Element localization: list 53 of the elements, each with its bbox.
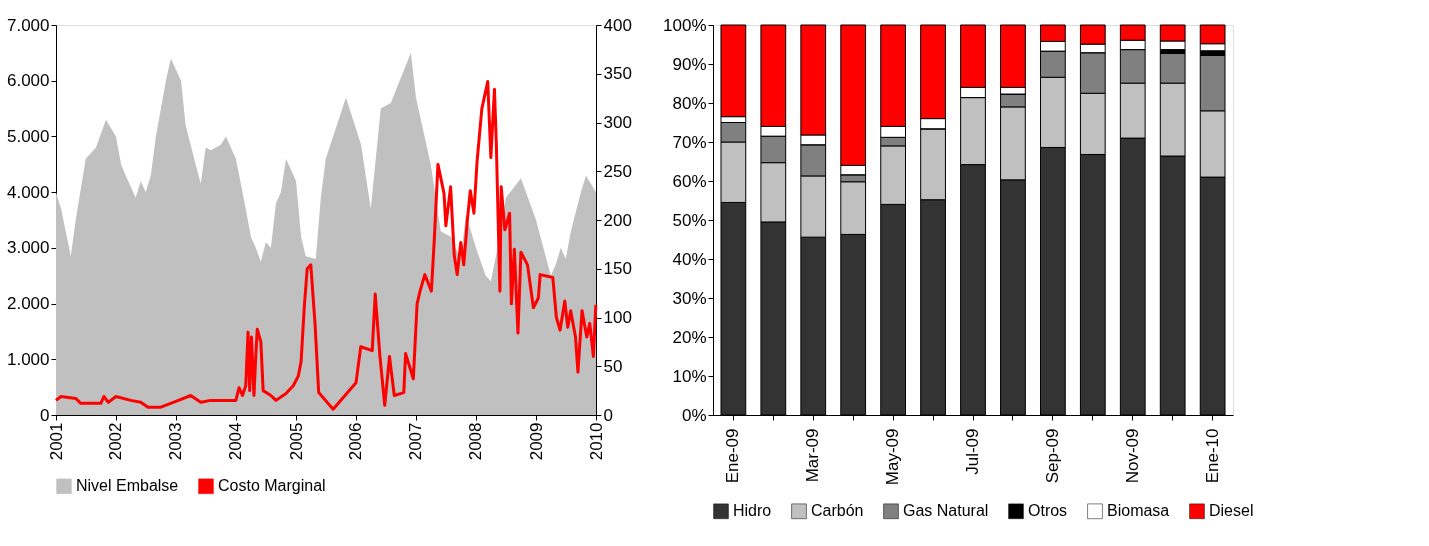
- x-tick-label: 2003: [166, 422, 186, 461]
- y-tick-label: 10%: [672, 366, 707, 386]
- legend-label: Nivel Embalse: [76, 477, 179, 495]
- x-tick-label: 2001: [46, 422, 66, 461]
- x-tick-label: Ene-10: [1202, 428, 1222, 484]
- y-tick-label: 4.000: [6, 182, 50, 202]
- y2-tick-label: 200: [603, 210, 632, 230]
- y2-tick-label: 300: [603, 113, 632, 132]
- x-tick-label: 2007: [406, 422, 426, 461]
- y-tick-label: 5.000: [6, 126, 50, 146]
- x-tick-label: 2010: [586, 422, 606, 461]
- y-tick-label: 3.000: [6, 238, 50, 258]
- y2-tick-label: 400: [603, 15, 632, 35]
- y2-tick-label: 100: [603, 308, 632, 327]
- y-tick-label: 0%: [681, 405, 707, 425]
- legend-label: Gas Natural: [903, 502, 989, 520]
- y-tick-label: 2.000: [6, 294, 50, 314]
- x-tick-label: Mar-09: [803, 428, 823, 483]
- x-tick-label: Nov-09: [1122, 428, 1142, 484]
- legend-label: Hidro: [733, 502, 772, 520]
- legend-label: Diesel: [1209, 502, 1254, 520]
- y-tick-label: 20%: [672, 327, 707, 347]
- y-tick-label: 6.000: [6, 71, 50, 91]
- y-tick-label: 40%: [672, 249, 707, 269]
- x-tick-label: May-09: [883, 428, 903, 486]
- y-tick-label: 70%: [672, 132, 707, 152]
- x-tick-label: Ene-09: [723, 428, 743, 484]
- y2-tick-label: 50: [603, 356, 623, 376]
- legend-label: Carbón: [811, 502, 864, 520]
- y2-tick-label: 250: [603, 161, 632, 181]
- x-tick-label: 2006: [346, 422, 366, 461]
- y-tick-label: 100%: [663, 15, 707, 35]
- x-tick-label: Jul-09: [963, 428, 982, 475]
- y-tick-label: 80%: [672, 93, 707, 113]
- y-tick-label: 7.000: [6, 15, 50, 35]
- x-tick-label: 2005: [286, 422, 306, 461]
- y-tick-label: 90%: [672, 54, 707, 74]
- y2-tick-label: 150: [603, 259, 632, 279]
- legend-label: Otros: [1028, 502, 1068, 520]
- x-tick-label: 2008: [466, 422, 486, 461]
- x-tick-label: Sep-09: [1042, 428, 1062, 484]
- y-tick-label: 30%: [672, 288, 707, 308]
- y-tick-label: 1.000: [6, 349, 50, 369]
- legend-label: Biomasa: [1107, 502, 1170, 520]
- y2-tick-label: 350: [603, 64, 632, 84]
- legend-label: Costo Marginal: [218, 477, 326, 495]
- x-tick-label: 2004: [226, 422, 246, 461]
- x-tick-label: 2002: [106, 422, 126, 461]
- y2-tick-label: 0: [603, 405, 613, 425]
- x-tick-label: 2009: [526, 422, 546, 461]
- y-tick-label: 0: [40, 405, 50, 425]
- y-tick-label: 60%: [672, 171, 707, 191]
- y-tick-label: 50%: [672, 210, 707, 230]
